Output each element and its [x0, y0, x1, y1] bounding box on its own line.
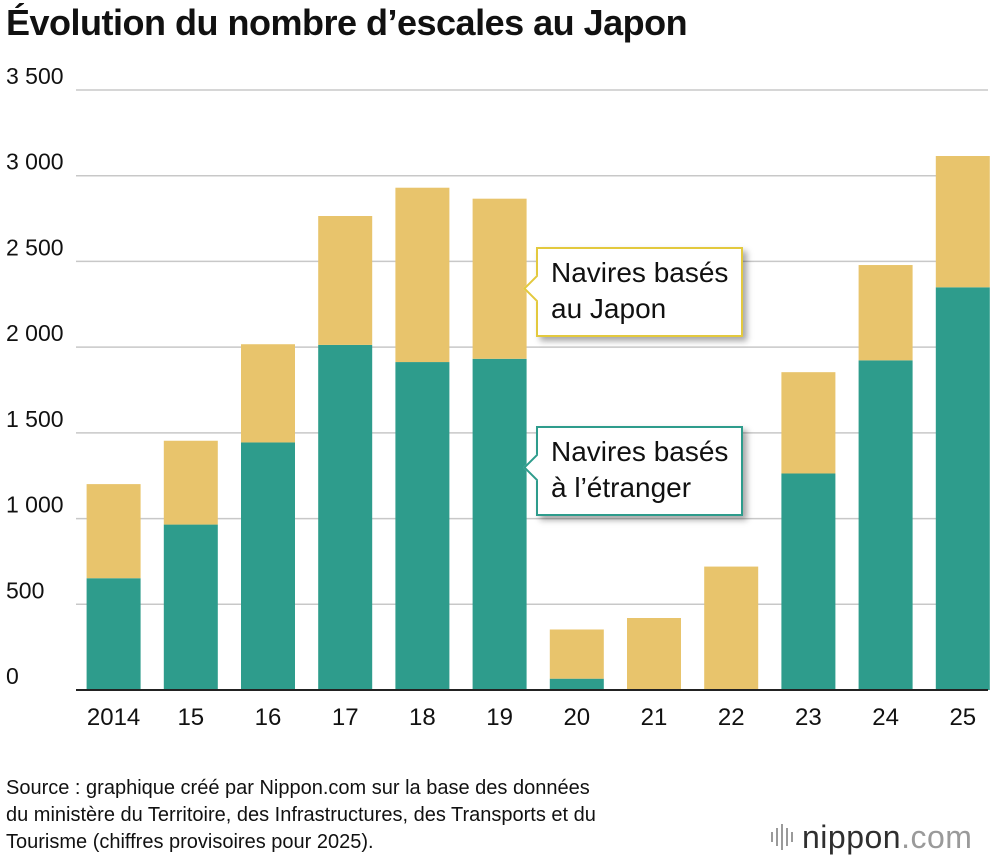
legend-callout-japan-line-2: au Japon	[551, 293, 667, 324]
bar-foreign-segment	[858, 360, 913, 690]
bar-japan-segment	[395, 187, 450, 363]
x-tick-label: 22	[718, 704, 745, 731]
legend-callout-japan: Navires basés au Japon	[536, 247, 744, 337]
x-tick-label: 19	[486, 704, 513, 731]
bar-foreign-segment	[935, 287, 990, 690]
bar-japan-segment	[163, 440, 218, 525]
x-tick-label: 25	[949, 704, 976, 731]
y-tick-label: 500	[6, 577, 44, 603]
chart-title: Évolution du nombre d’escales au Japon	[6, 2, 688, 43]
source-line-3: Tourisme (chiffres provisoires pour 2025…	[6, 831, 374, 853]
legend-callout-japan-line-1: Navires basés	[551, 257, 729, 288]
x-tick-label: 16	[255, 704, 282, 731]
bar-foreign-segment	[472, 358, 527, 690]
bar-foreign-segment	[163, 524, 218, 690]
nippon-logo: nippon.com	[771, 817, 972, 857]
bar-japan-segment	[858, 265, 913, 361]
x-tick-label: 17	[332, 704, 359, 731]
bar-japan-segment	[935, 156, 990, 288]
y-tick-label: 2 500	[6, 234, 64, 260]
bar-foreign-segment	[781, 473, 836, 690]
y-tick-label: 3 000	[6, 149, 64, 175]
y-tick-label: 1 500	[6, 406, 64, 432]
x-tick-label: 21	[641, 704, 668, 731]
y-tick-label: 0	[6, 663, 19, 689]
bar-foreign-segment	[86, 578, 141, 690]
bar-foreign-segment	[395, 362, 450, 690]
bar-japan-segment	[472, 198, 527, 359]
bar-japan-segment	[241, 344, 295, 443]
x-tick-label: 18	[409, 704, 436, 731]
bar-japan-segment	[318, 216, 373, 345]
stacked-bar-chart: 0 500 1 000 1 500 2 000 2 500 3 000 3 500 2014 15…	[6, 63, 990, 731]
bar-foreign-segment	[549, 678, 604, 690]
x-tick-label: 2014	[87, 704, 140, 731]
source-line-2: du ministère du Territoire, des Infrastr…	[6, 804, 596, 826]
x-tick-label: 24	[872, 704, 899, 731]
legend-callout-foreign-line-2: à l’étranger	[551, 472, 692, 503]
legend-callout-foreign: Navires basés à l’étranger	[536, 426, 744, 516]
logo-text: nippon.com	[802, 818, 973, 855]
bar-foreign-segment	[318, 344, 373, 690]
bar-japan-segment	[627, 618, 681, 690]
bar-japan-segment	[781, 372, 836, 474]
legend-callout-foreign-line-1: Navires basés	[551, 436, 729, 467]
y-tick-label: 2 000	[6, 320, 64, 346]
x-tick-label: 15	[177, 704, 204, 731]
x-tick-label: 23	[795, 704, 822, 731]
y-tick-label: 1 000	[6, 492, 64, 518]
source-line-1: Source : graphique créé par Nippon.com s…	[6, 777, 590, 799]
logo-bars-icon	[771, 824, 793, 850]
source-note: Source : graphique créé par Nippon.com s…	[6, 775, 596, 856]
bar-japan-segment	[549, 629, 604, 679]
x-tick-label: 20	[563, 704, 590, 731]
y-tick-label: 3 500	[6, 63, 64, 89]
bar-japan-segment	[86, 484, 141, 579]
bar-foreign-segment	[241, 442, 295, 690]
bar-japan-segment	[704, 566, 759, 690]
